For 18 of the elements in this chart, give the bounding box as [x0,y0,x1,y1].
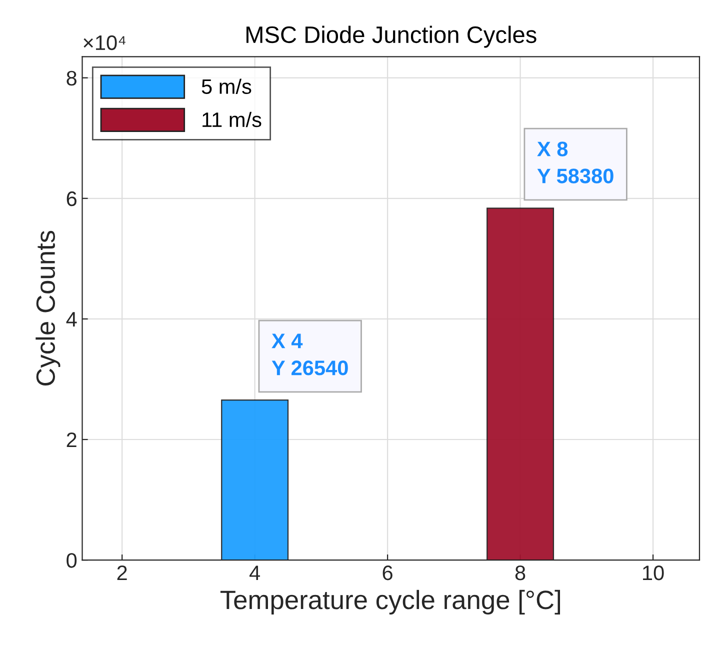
annotation: X 8 Y 58380 [537,142,614,184]
y-tick-label: 6 [66,191,76,206]
y-axis-title: Cycle Counts [36,230,60,386]
x-tick-label: 10 [643,565,664,580]
text: ×10⁴ [84,35,126,50]
x-tick-label: 2 [117,565,127,580]
x-axis-title: Temperature cycle range [°C] [220,590,560,615]
x-tick-label: 8 [515,565,526,580]
annotation: X 4 Y 26540 [272,334,348,376]
y-tick-label: 2 [66,432,76,448]
x-tick-label: 4 [249,566,260,580]
y-tick-label: 4 [66,312,77,326]
y-tick-label: 0 [66,553,77,568]
y-tick-label: 8 [66,70,76,86]
legend-label: 5 m/s [202,78,252,94]
legend-label: 11 m/s [202,112,262,128]
x-tick-label: 6 [382,565,392,580]
chart-title: MSC Diode Junction Cycles [246,26,536,48]
